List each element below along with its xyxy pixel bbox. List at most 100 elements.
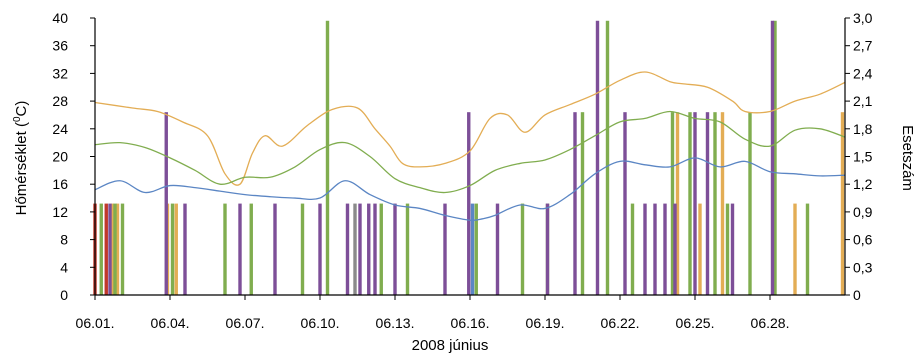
bar-purple bbox=[730, 203, 735, 295]
left-y-axis-title-sup: 0 bbox=[12, 116, 23, 122]
bar-purple bbox=[663, 203, 667, 295]
line-series-blue bbox=[94, 157, 846, 222]
bar-green bbox=[223, 203, 227, 295]
bar-green bbox=[120, 203, 125, 295]
x-tick-label: 06.16. bbox=[451, 315, 490, 331]
bar-green bbox=[580, 112, 585, 296]
right-y-tick-label: 1,8 bbox=[853, 121, 873, 137]
x-tick-label: 06.07. bbox=[226, 315, 265, 331]
left-y-axis-title: Hőmérséklet (0C) bbox=[12, 101, 30, 216]
bars-layer bbox=[93, 20, 845, 296]
bar-purple bbox=[495, 203, 500, 295]
left-y-tick-label: 8 bbox=[60, 232, 68, 248]
lines-layer bbox=[94, 71, 846, 222]
right-y-tick-label: 0 bbox=[853, 287, 861, 303]
x-axis-title: 2008 június bbox=[412, 337, 489, 354]
bar-orange bbox=[115, 203, 120, 295]
bar-green bbox=[713, 112, 717, 296]
right-y-tick-label: 1,5 bbox=[853, 149, 873, 165]
right-y-tick-label: 2,1 bbox=[853, 93, 873, 109]
bar-orange bbox=[720, 112, 725, 296]
left-y-axis-title-pre: Hőmérséklet ( bbox=[13, 122, 30, 215]
bar-purple bbox=[318, 203, 322, 295]
bar-green bbox=[670, 112, 675, 296]
bar-green bbox=[630, 203, 635, 295]
bar-purple bbox=[358, 203, 362, 295]
bar-green bbox=[113, 203, 117, 295]
left-y-tick-label: 40 bbox=[52, 10, 68, 26]
bar-green bbox=[300, 203, 305, 295]
bar-green bbox=[520, 203, 525, 295]
bar-purple bbox=[643, 203, 647, 295]
bar-orange bbox=[698, 203, 702, 295]
bar-gray bbox=[353, 203, 357, 295]
right-y-tick-label: 3,0 bbox=[853, 10, 873, 26]
bar-orange bbox=[840, 112, 845, 296]
bar-green bbox=[325, 20, 330, 296]
left-y-tick-label: 32 bbox=[52, 65, 68, 81]
bar-green bbox=[748, 112, 752, 296]
bar-green bbox=[688, 112, 692, 296]
right-y-tick-label: 0,9 bbox=[853, 204, 873, 220]
bar-purple bbox=[467, 112, 471, 296]
bar-green bbox=[725, 203, 730, 295]
bar-orange bbox=[110, 203, 115, 295]
bar-purple bbox=[545, 203, 550, 295]
left-y-tick-label: 36 bbox=[52, 38, 68, 54]
bar-purple bbox=[367, 203, 371, 295]
line-series-orange bbox=[94, 71, 846, 186]
right-y-tick-label: 0,3 bbox=[853, 259, 873, 275]
right-y-tick-label: 0,6 bbox=[853, 232, 873, 248]
ticks-layer: 0 4 8 12 16 20 24 28 32 36 40 0 0,3 0,6 0,9 1,2 1,5 1,8 2,… bbox=[52, 10, 872, 331]
bar-green bbox=[405, 203, 410, 295]
left-y-tick-label: 0 bbox=[60, 287, 68, 303]
bar-orange bbox=[174, 203, 178, 295]
bar-green bbox=[474, 203, 478, 295]
bar-red bbox=[104, 203, 108, 295]
x-tick-label: 06.22. bbox=[601, 315, 640, 331]
bar-green bbox=[249, 203, 253, 295]
left-y-tick-label: 20 bbox=[52, 149, 68, 165]
bar-green bbox=[605, 20, 610, 296]
bar-purple bbox=[770, 20, 775, 296]
x-tick-label: 06.25. bbox=[676, 315, 715, 331]
left-y-tick-label: 4 bbox=[60, 259, 68, 275]
bar-purple bbox=[108, 203, 112, 295]
bar-purple bbox=[623, 112, 627, 296]
bar-purple bbox=[443, 203, 447, 295]
bar-green bbox=[805, 203, 810, 295]
bar-blue bbox=[470, 203, 475, 295]
bar-purple bbox=[573, 112, 577, 296]
bar-orange bbox=[675, 112, 680, 296]
bar-orange bbox=[793, 203, 797, 295]
bar-purple bbox=[595, 20, 600, 296]
bar-green bbox=[170, 203, 175, 295]
x-tick-label: 06.10. bbox=[301, 315, 340, 331]
bar-purple bbox=[273, 203, 277, 295]
bar-purple bbox=[393, 203, 397, 295]
bar-purple bbox=[238, 203, 242, 295]
x-tick-label: 06.01. bbox=[76, 315, 115, 331]
bar-green bbox=[379, 203, 383, 295]
left-y-tick-label: 12 bbox=[52, 204, 68, 220]
bar-purple bbox=[373, 203, 377, 295]
bar-green bbox=[773, 20, 777, 296]
x-tick-label: 06.19. bbox=[526, 315, 565, 331]
x-tick-label: 06.04. bbox=[151, 315, 190, 331]
bar-purple bbox=[164, 112, 168, 296]
bar-purple bbox=[705, 112, 710, 296]
bar-purple bbox=[693, 112, 697, 296]
left-y-tick-label: 28 bbox=[52, 93, 68, 109]
right-y-tick-label: 1,2 bbox=[853, 176, 873, 192]
bar-purple bbox=[345, 203, 350, 295]
right-y-tick-label: 2,4 bbox=[853, 65, 873, 81]
bar-purple bbox=[653, 203, 657, 295]
line-series-green bbox=[94, 110, 846, 194]
left-y-tick-label: 16 bbox=[52, 176, 68, 192]
right-y-axis-title: Esetszám bbox=[899, 125, 916, 191]
x-tick-label: 06.28. bbox=[751, 315, 790, 331]
left-y-tick-label: 24 bbox=[52, 121, 68, 137]
bar-purple bbox=[673, 203, 677, 295]
